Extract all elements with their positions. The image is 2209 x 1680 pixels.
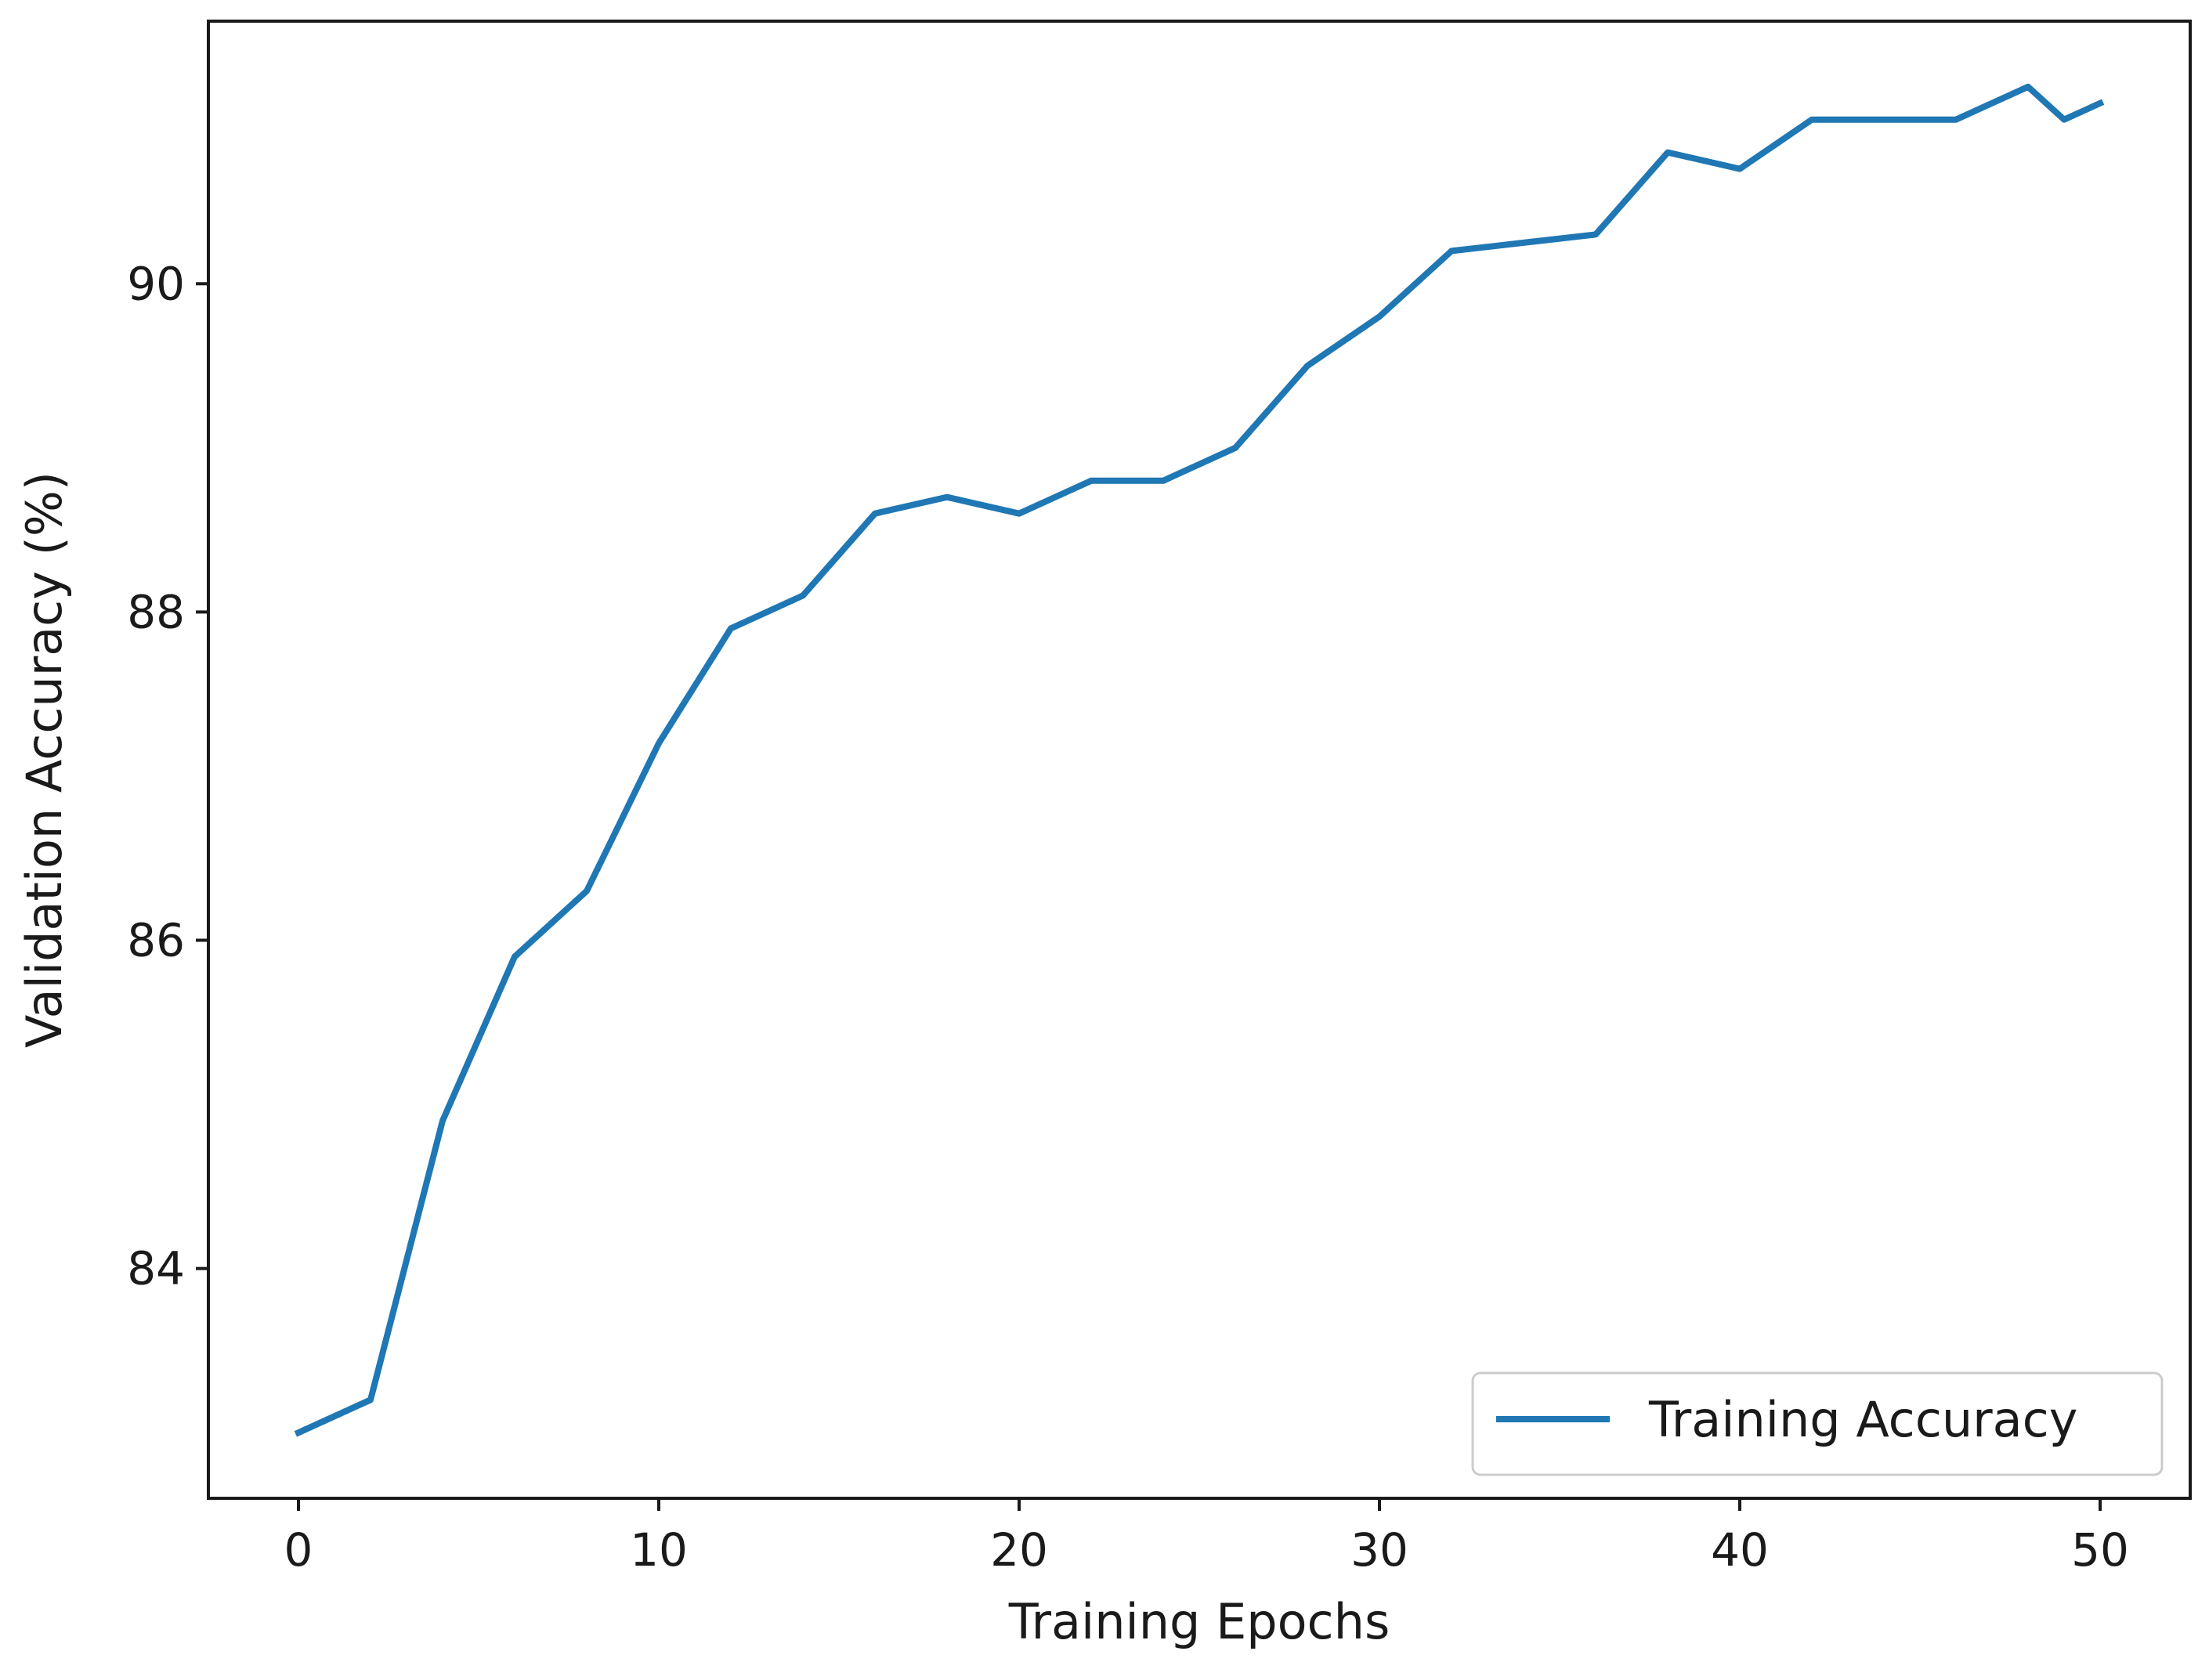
series-layer [294,83,2105,1437]
y-tick-label: 84 [127,1242,185,1295]
y-tick-label: 88 [127,585,185,638]
x-tick-label: 50 [2071,1523,2129,1577]
x-tick-label: 20 [990,1523,1048,1577]
y-tick-label: 90 [127,257,185,310]
y-axis-label: Validation Accuracy (%) [16,471,73,1048]
x-axis-ticks: 0 10 20 30 40 50 [284,1498,2129,1577]
x-tick-label: 40 [1711,1523,1769,1577]
legend: Training Accuracy [1471,1371,2164,1476]
legend-box [1471,1371,2164,1476]
y-tick-label: 86 [127,914,185,967]
x-tick-label: 10 [630,1523,688,1577]
series-line-0 [294,83,2105,1437]
x-tick-label: 0 [284,1523,313,1577]
legend-label-training-accuracy: Training Accuracy [1648,1391,2077,1448]
x-axis-label: Training Epochs [1008,1593,1390,1650]
plot-frame [207,20,2192,1500]
y-axis-ticks: 84 86 88 90 [127,257,208,1295]
x-tick-label: 30 [1350,1523,1408,1577]
